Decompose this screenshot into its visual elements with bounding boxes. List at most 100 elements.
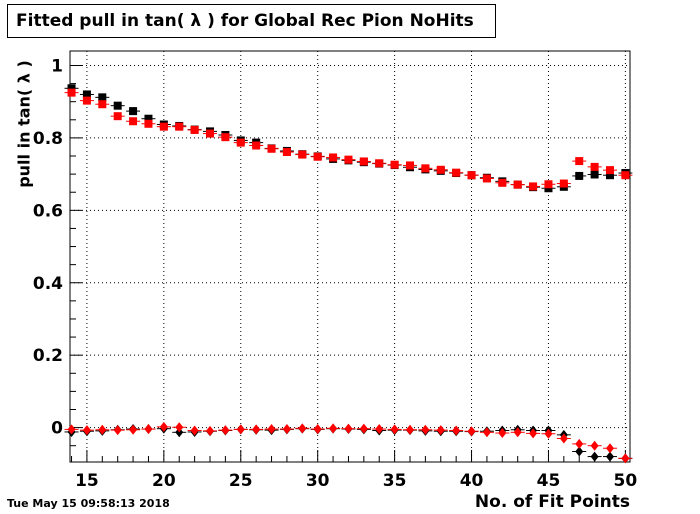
chart-title: Fitted pull in tan( λ ) for Global Rec P… (7, 4, 496, 38)
x-tick-label: 35 (383, 471, 407, 491)
timestamp: Tue May 15 09:58:13 2018 (7, 497, 170, 510)
data-point-square (144, 114, 153, 123)
data-point-square (67, 88, 76, 97)
data-point-square (282, 148, 291, 157)
data-point-diamond (252, 424, 261, 435)
data-point-diamond (421, 424, 430, 435)
data-point-diamond (329, 423, 338, 434)
data-point-square (544, 180, 553, 189)
x-tick-label: 40 (460, 471, 484, 491)
data-point-diamond (113, 425, 122, 436)
data-point-diamond (159, 421, 168, 432)
data-point-diamond (175, 427, 184, 438)
y-tick-label: 0.4 (33, 274, 63, 294)
data-point-diamond (452, 425, 461, 436)
data-point-square (344, 155, 353, 164)
data-point-diamond (621, 453, 630, 464)
x-tick-label: 25 (229, 471, 253, 491)
data-point-square (236, 138, 245, 147)
data-point-diamond (82, 425, 91, 436)
data-point-square (421, 164, 430, 173)
data-point-diamond (206, 425, 214, 436)
data-point-diamond (467, 426, 476, 437)
data-point-diamond (575, 446, 584, 457)
data-point-square (575, 157, 584, 166)
data-point-diamond (221, 425, 230, 436)
data-point-diamond (590, 440, 599, 451)
data-point-square (436, 165, 445, 174)
data-point-square (529, 182, 538, 191)
data-point-diamond (513, 427, 522, 438)
data-point-diamond (606, 443, 614, 454)
data-point-square (559, 179, 568, 188)
data-point-square (621, 171, 630, 180)
data-point-diamond (98, 424, 107, 435)
data-point-square (190, 125, 199, 134)
x-tick-label: 50 (614, 471, 638, 491)
data-point-square (359, 157, 368, 166)
data-point-diamond (606, 451, 614, 462)
x-tick-label: 15 (75, 471, 99, 491)
data-point-diamond (375, 424, 384, 435)
data-point-square (452, 168, 461, 177)
y-tick-label: 1 (51, 56, 63, 76)
data-point-square (82, 90, 91, 99)
data-point-square (159, 122, 168, 131)
data-point-square (498, 178, 507, 187)
data-point-diamond (559, 433, 568, 444)
data-point-square (67, 84, 76, 93)
data-point-diamond (390, 424, 399, 435)
data-point-square (406, 161, 414, 170)
data-point-diamond (529, 428, 538, 439)
plot-frame (69, 50, 631, 463)
data-point-diamond (129, 424, 138, 435)
data-point-square (606, 166, 614, 175)
y-tick-label: 0.8 (33, 129, 63, 149)
data-point-diamond (544, 428, 553, 439)
data-point-square (375, 159, 384, 168)
data-point-square (590, 170, 599, 179)
data-point-diamond (282, 424, 291, 435)
data-point-diamond (267, 424, 276, 435)
data-point-square (329, 153, 338, 162)
data-point-diamond (482, 427, 491, 438)
data-point-diamond (436, 425, 445, 436)
data-point-square (390, 160, 399, 169)
data-point-square (98, 100, 107, 109)
x-tick-label: 45 (537, 471, 561, 491)
data-point-diamond (344, 423, 353, 434)
data-point-diamond (313, 424, 322, 435)
data-point-square (298, 150, 307, 159)
data-point-square (129, 117, 138, 126)
data-point-diamond (575, 438, 584, 449)
data-point-square (98, 93, 107, 102)
x-axis-label: No. of Fit Points (474, 492, 630, 512)
data-point-square (267, 144, 276, 153)
x-tick-label: 20 (152, 471, 176, 491)
data-point-square (590, 162, 599, 171)
y-tick-label: 0.6 (33, 201, 63, 221)
data-point-square (606, 171, 614, 180)
y-tick-label: 0.2 (33, 346, 63, 366)
data-point-square (206, 129, 214, 138)
data-point-diamond (298, 423, 307, 434)
data-point-diamond (144, 424, 153, 435)
data-point-square (313, 152, 322, 161)
data-point-square (144, 119, 153, 128)
data-point-diamond (236, 424, 245, 435)
data-point-diamond (175, 422, 184, 433)
data-point-square (175, 122, 184, 131)
data-point-square (113, 101, 122, 110)
data-point-diamond (190, 425, 199, 436)
data-point-square (467, 171, 476, 180)
data-point-square (575, 171, 584, 180)
x-tick-label: 30 (306, 471, 330, 491)
data-point-diamond (590, 451, 599, 462)
data-point-square (129, 107, 138, 116)
data-point-diamond (498, 428, 507, 439)
data-point-square (252, 141, 261, 150)
data-point-square (513, 180, 522, 189)
data-point-square (113, 112, 122, 121)
data-point-square (82, 96, 91, 105)
